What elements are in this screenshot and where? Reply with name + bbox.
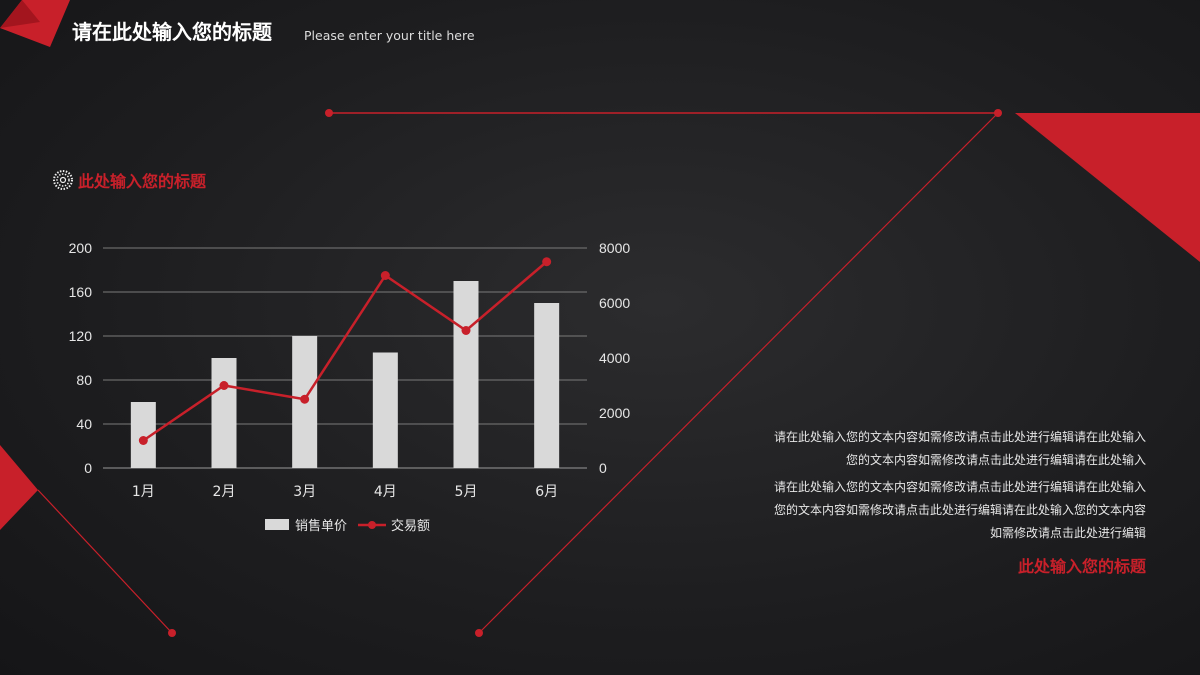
y-left-tick-label: 0 <box>84 460 92 476</box>
line-series <box>142 260 548 442</box>
bar <box>453 281 479 468</box>
left-diagonal-line <box>37 489 173 634</box>
dotted-circle-icon <box>53 170 73 190</box>
y-right-tick-label: 2000 <box>599 405 630 421</box>
legend-label: 交易额 <box>391 518 430 534</box>
line-point <box>138 436 148 445</box>
bar <box>372 352 398 468</box>
diagonal-line <box>478 112 999 634</box>
line-point <box>300 394 310 404</box>
paragraph-2: 请在此处输入您的文本内容如需修改请点击此处进行编辑请在此处输入您的文本内容如需修… <box>773 480 1146 540</box>
section-heading: 此处输入您的标题 <box>52 168 206 192</box>
dot <box>168 629 176 637</box>
line-point <box>461 326 471 335</box>
left-triangle <box>0 445 38 530</box>
section-title-2: 此处输入您的标题 <box>1017 557 1146 576</box>
x-tick-label: 5月 <box>455 484 478 500</box>
x-tick-label: 3月 <box>293 484 316 500</box>
y-right-tick-label: 0 <box>599 460 607 476</box>
paragraph-1: 请在此处输入您的文本内容如需修改请点击此处进行编辑请在此处输入您的文本内容如需修… <box>773 430 1146 467</box>
dot <box>325 109 333 117</box>
dot <box>475 629 483 637</box>
page-title: 请在此处输入您的标题 <box>72 20 272 44</box>
section-title: 此处输入您的标题 <box>78 172 207 191</box>
y-left-tick-label: 40 <box>76 416 92 432</box>
y-right-tick-label: 4000 <box>599 350 630 366</box>
legend-line-marker <box>368 521 376 529</box>
y-left-tick-label: 120 <box>69 328 93 344</box>
legend-bar-swatch <box>265 519 289 530</box>
y-left-tick-label: 160 <box>69 284 93 300</box>
y-left-tick-label: 80 <box>76 372 92 388</box>
dot <box>994 109 1002 117</box>
legend-label: 销售单价 <box>295 518 347 534</box>
line-point <box>380 271 390 280</box>
right-triangle <box>1015 113 1200 262</box>
x-tick-label: 6月 <box>535 484 558 500</box>
x-tick-label: 1月 <box>132 484 155 500</box>
y-right-tick-label: 6000 <box>599 295 630 311</box>
bar <box>534 303 560 468</box>
x-tick-label: 2月 <box>213 484 236 500</box>
y-left-tick-label: 200 <box>69 240 93 256</box>
bar <box>211 358 237 468</box>
page-subtitle: Please enter your title here <box>304 28 475 43</box>
line-point <box>219 381 229 390</box>
y-right-tick-label: 8000 <box>599 240 630 256</box>
line-point <box>542 257 552 267</box>
corner-fold <box>0 0 40 28</box>
x-tick-label: 4月 <box>374 484 397 500</box>
